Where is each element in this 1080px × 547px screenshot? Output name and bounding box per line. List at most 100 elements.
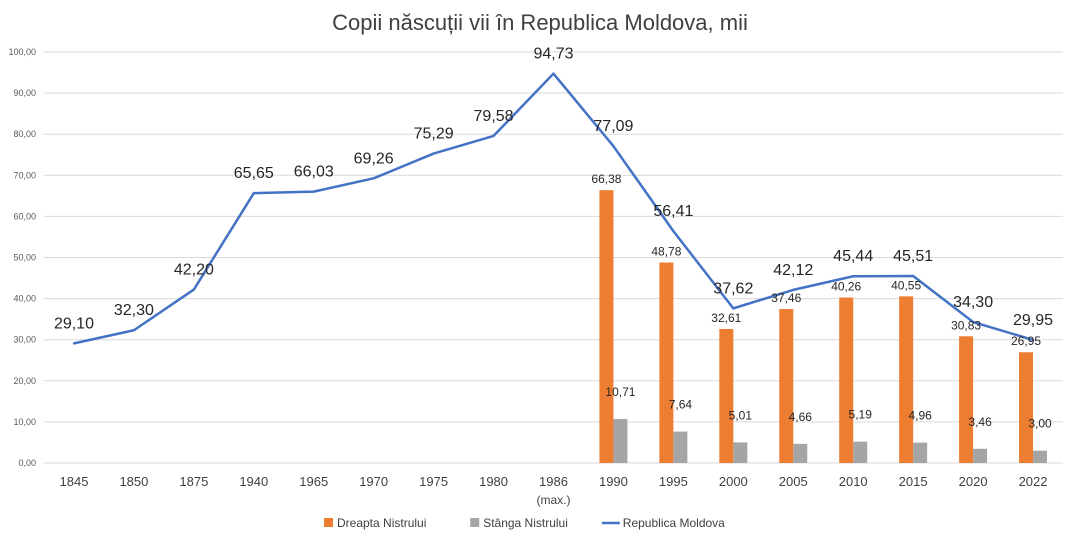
y-tick-label: 80,00 [13,129,36,139]
line-point [612,144,615,148]
x-tick-label: 1986 [539,474,568,489]
line-point [852,275,855,278]
line-point [492,134,495,138]
bar [959,336,974,463]
line-point [432,152,435,155]
line-point [252,191,255,195]
bar [793,443,808,463]
y-tick-label: 10,00 [13,417,36,427]
line-data-label: 94,73 [533,46,573,63]
line-data-label: 79,58 [474,108,514,125]
x-tick-label: 2015 [899,474,928,489]
line-point [911,274,915,278]
legend-label: Dreapta Nistrului [337,516,426,530]
bar [733,442,748,463]
bar [1019,352,1034,463]
line-point [192,288,196,291]
bar-data-label: 40,55 [891,278,921,292]
line-data-label: 56,41 [653,203,693,220]
line-data-label: 75,29 [414,126,454,143]
line-data-label: 69,26 [354,150,394,167]
legend-label: Republica Moldova [623,516,725,530]
x-tick-label: 1980 [479,474,508,489]
bar [599,190,614,463]
y-tick-label: 90,00 [13,88,36,98]
x-tick-label: 1965 [299,474,328,489]
bar-data-label: 7,64 [669,398,693,412]
bar-data-label: 3,00 [1028,417,1052,431]
y-tick-label: 40,00 [13,294,36,304]
bar-data-label: 40,26 [831,280,861,294]
line-data-label: 42,12 [773,262,813,279]
bar-data-label: 3,46 [968,415,992,429]
y-tick-label: 0,00 [18,458,36,468]
series-line [73,72,1034,345]
line-point [672,229,675,233]
bar [673,431,688,463]
bar-data-label: 37,46 [771,291,801,305]
bar-data-label: 26,95 [1011,334,1041,348]
bar [973,448,988,463]
legend-swatch [324,518,333,527]
line-data-label: 77,09 [593,118,633,135]
line-data-label: 66,03 [294,164,334,181]
line-point [552,72,555,75]
x-tick-label: 1845 [60,474,89,489]
bar [613,418,628,463]
line-data-label: 37,62 [713,280,753,297]
bar-data-label: 48,78 [651,245,681,259]
line-data-label: 34,30 [953,294,993,311]
bar-data-label: 4,96 [908,409,932,423]
legend-swatch [470,518,480,527]
legend-label: Stânga Nistrului [483,516,568,530]
bar-data-label: 30,83 [951,318,981,332]
bar [899,296,914,463]
line-point [971,320,975,324]
bar [913,442,928,463]
bar-data-label: 66,38 [591,172,621,186]
x-tick-label: 1975 [419,474,448,489]
bar-data-label: 4,66 [789,410,813,424]
bar [779,309,794,463]
x-tick-label: 2000 [719,474,748,489]
x-tick-label: 1850 [119,474,148,489]
x-tick-label: 1940 [239,474,268,489]
y-tick-label: 60,00 [13,211,36,221]
line-data-label: 65,65 [234,165,274,182]
x-tick-note: (max.) [537,493,571,507]
line-point [372,177,375,180]
line-point [792,288,795,292]
bar [1033,450,1048,463]
bar [719,328,734,463]
line-point [312,190,315,193]
bar [659,262,674,463]
bar [853,441,868,463]
line-data-label: 45,44 [833,248,873,265]
line-data-label: 45,51 [893,248,933,265]
line-point [1031,338,1035,342]
line-point [132,329,136,332]
chart-title: Copii născuții vii în Republica Moldova,… [332,10,748,35]
x-tick-label: 1990 [599,474,628,489]
line-data-label: 29,10 [54,315,94,332]
y-tick-label: 30,00 [13,335,36,345]
line-data-label: 42,20 [174,262,214,279]
y-tick-label: 100,00 [8,47,36,57]
x-tick-label: 2010 [839,474,868,489]
line-point [732,307,735,310]
x-tick-label: 2020 [959,474,988,489]
y-tick-label: 70,00 [13,170,36,180]
bar-data-label: 5,19 [849,408,873,422]
y-tick-label: 50,00 [13,253,36,263]
bar-data-label: 10,71 [605,385,635,399]
y-tick-label: 20,00 [13,376,36,386]
x-tick-label: 2022 [1019,474,1048,489]
x-tick-label: 1995 [659,474,688,489]
bar-data-label: 5,01 [729,408,753,422]
line-data-label: 29,95 [1013,312,1053,329]
x-tick-label: 1875 [179,474,208,489]
bar [839,297,854,463]
line-data-label: 32,30 [114,302,154,319]
